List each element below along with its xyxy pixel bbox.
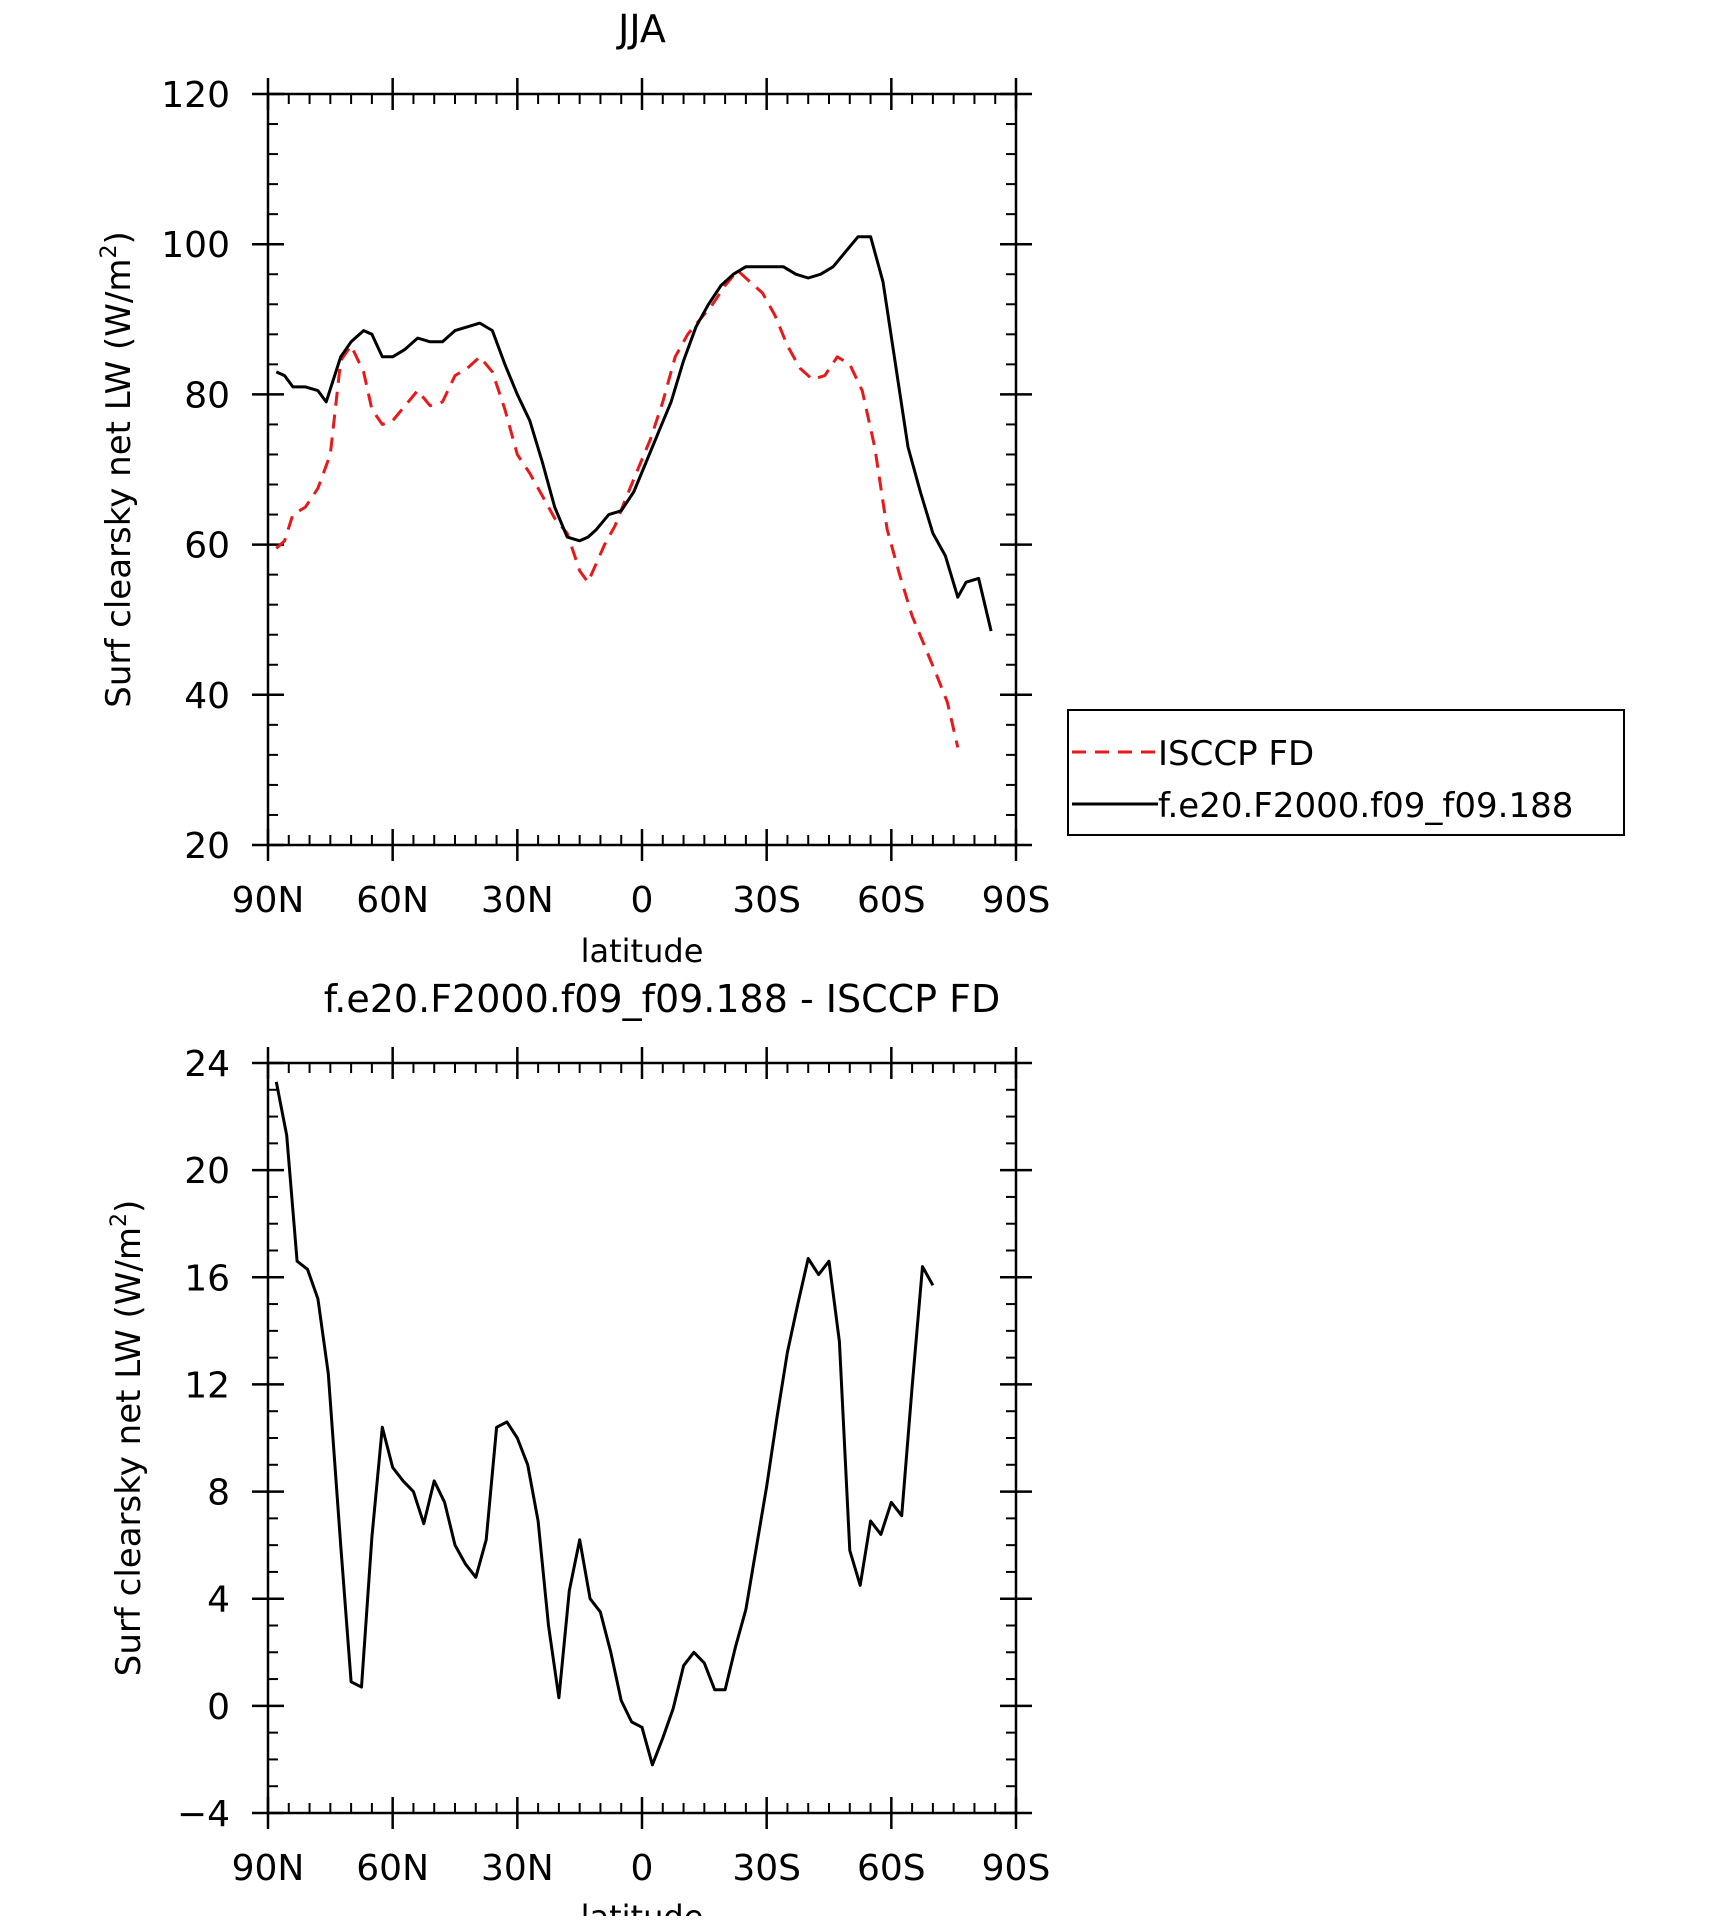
y-tick-label: 20 bbox=[184, 826, 230, 867]
x-tick-label: 0 bbox=[631, 880, 654, 921]
x-tick-label: 30N bbox=[481, 880, 554, 921]
x-axis-label: latitude bbox=[581, 1898, 704, 1916]
y-axis-label-end: ) bbox=[99, 231, 139, 244]
y-axis-label-main: Surf clearsky net LW (W/m bbox=[99, 259, 139, 708]
top-chart-panel: JJA 20 40 60 80 100 120 90N 60N 30N 0 30S 60S 90S lati… bbox=[97, 7, 1050, 970]
x-tick-label: 90N bbox=[232, 880, 305, 921]
y-axis-label-superscript: 2 bbox=[97, 245, 122, 259]
y-tick-label: 40 bbox=[184, 676, 230, 717]
y-axis-label-end: ) bbox=[109, 1200, 149, 1213]
x-tick-label: 60N bbox=[356, 880, 429, 921]
y-tick-label: 12 bbox=[184, 1365, 230, 1406]
x-tick-label: 30S bbox=[732, 1848, 801, 1889]
x-tick-label: 30S bbox=[732, 880, 801, 921]
x-tick-label: 60S bbox=[857, 1848, 926, 1889]
y-tick-label: 60 bbox=[184, 526, 230, 567]
y-tick-label: 4 bbox=[207, 1580, 230, 1621]
legend-box bbox=[1067, 709, 1625, 836]
chart-title: f.e20.F2000.f09_f09.188 - ISCCP FD bbox=[324, 977, 1001, 1021]
x-tick-label: 60N bbox=[356, 1848, 429, 1889]
y-tick-label: 120 bbox=[161, 75, 230, 116]
x-tick-label: 0 bbox=[631, 1848, 654, 1889]
x-tick-label: 90S bbox=[982, 1848, 1051, 1889]
x-tick-label: 60S bbox=[857, 880, 926, 921]
y-tick-label: 0 bbox=[207, 1687, 230, 1728]
y-tick-label: 24 bbox=[184, 1044, 230, 1085]
y-tick-label: 16 bbox=[184, 1258, 230, 1299]
y-tick-label: −4 bbox=[177, 1794, 230, 1835]
series-line-0 bbox=[275, 269, 960, 748]
legend-label-0: ISCCP FD bbox=[1158, 734, 1314, 774]
y-axis-label: Surf clearsky net LW (W/m2) bbox=[97, 231, 139, 707]
x-tick-label: 90S bbox=[982, 880, 1051, 921]
series-line-0 bbox=[274, 1081, 935, 1767]
series-line-1 bbox=[275, 235, 993, 632]
legend-label-1: f.e20.F2000.f09_f09.188 bbox=[1158, 786, 1573, 826]
x-tick-label: 30N bbox=[481, 1848, 554, 1889]
bottom-chart-panel: f.e20.F2000.f09_f09.188 - ISCCP FD −4 0 4 8 1… bbox=[107, 977, 1051, 1920]
y-tick-label: 80 bbox=[184, 375, 230, 416]
chart-title: JJA bbox=[616, 7, 666, 51]
y-axis-label-main: Surf clearsky net LW (W/m bbox=[109, 1227, 149, 1676]
legend: ISCCP FD f.e20.F2000.f09_f09.188 bbox=[1067, 709, 1625, 836]
y-axis-label-superscript: 2 bbox=[107, 1213, 132, 1227]
x-tick-label: 90N bbox=[232, 1848, 305, 1889]
y-tick-label: 20 bbox=[184, 1151, 230, 1192]
y-tick-label: 100 bbox=[161, 225, 230, 266]
y-tick-label: 8 bbox=[207, 1473, 230, 1514]
x-axis-label: latitude bbox=[581, 932, 704, 970]
y-axis-label: Surf clearsky net LW (W/m2) bbox=[107, 1200, 149, 1676]
